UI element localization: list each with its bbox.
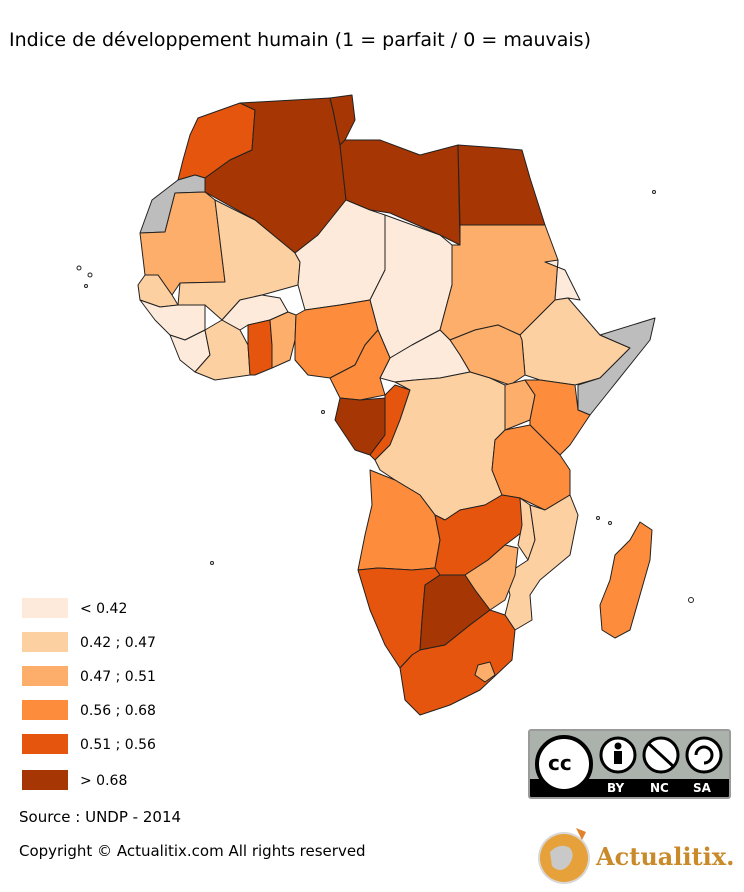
cc-label: cc — [548, 751, 572, 775]
map-title: Indice de développement humain (1 = parf… — [9, 29, 591, 51]
region-madagascar[interactable] — [599, 521, 653, 639]
legend-swatch — [22, 770, 68, 790]
region-ghana[interactable] — [247, 319, 273, 376]
legend-label: 0.47 ; 0.51 — [80, 669, 156, 685]
by-label: BY — [607, 781, 625, 795]
legend-swatch — [22, 632, 68, 652]
region-south-africa[interactable] — [399, 609, 516, 716]
region-guinea[interactable] — [139, 299, 206, 341]
legend-label: 0.51 ; 0.56 — [80, 737, 156, 753]
cc-logo-icon — [535, 735, 593, 793]
islands — [76, 190, 694, 603]
legend-swatch — [22, 666, 68, 686]
legend-swatch — [22, 734, 68, 754]
region-togo-benin[interactable] — [269, 311, 297, 369]
brand-logo[interactable]: Actualitix. — [532, 822, 742, 888]
sa-icon — [685, 736, 723, 774]
legend-label: 0.56 ; 0.68 — [80, 703, 156, 719]
brand-name: Actualitix. — [596, 842, 735, 871]
copyright-text: Copyright © Actualitix.com All rights re… — [19, 842, 366, 860]
region-egypt[interactable] — [457, 144, 546, 226]
cc-icons — [530, 731, 729, 793]
legend-label: < 0.42 — [80, 601, 128, 617]
source-text: Source : UNDP - 2014 — [19, 808, 182, 826]
sa-label: SA — [693, 781, 711, 795]
legend-label: > 0.68 — [80, 773, 128, 789]
region-lesotho[interactable] — [474, 661, 496, 683]
cc-license-badge[interactable]: cc BY NC SA — [528, 729, 731, 799]
legend-swatch — [22, 598, 68, 618]
legend-label: 0.42 ; 0.47 — [80, 635, 156, 651]
legend-swatch — [22, 700, 68, 720]
nc-label: NC — [650, 781, 669, 795]
globe-icon — [538, 828, 590, 884]
